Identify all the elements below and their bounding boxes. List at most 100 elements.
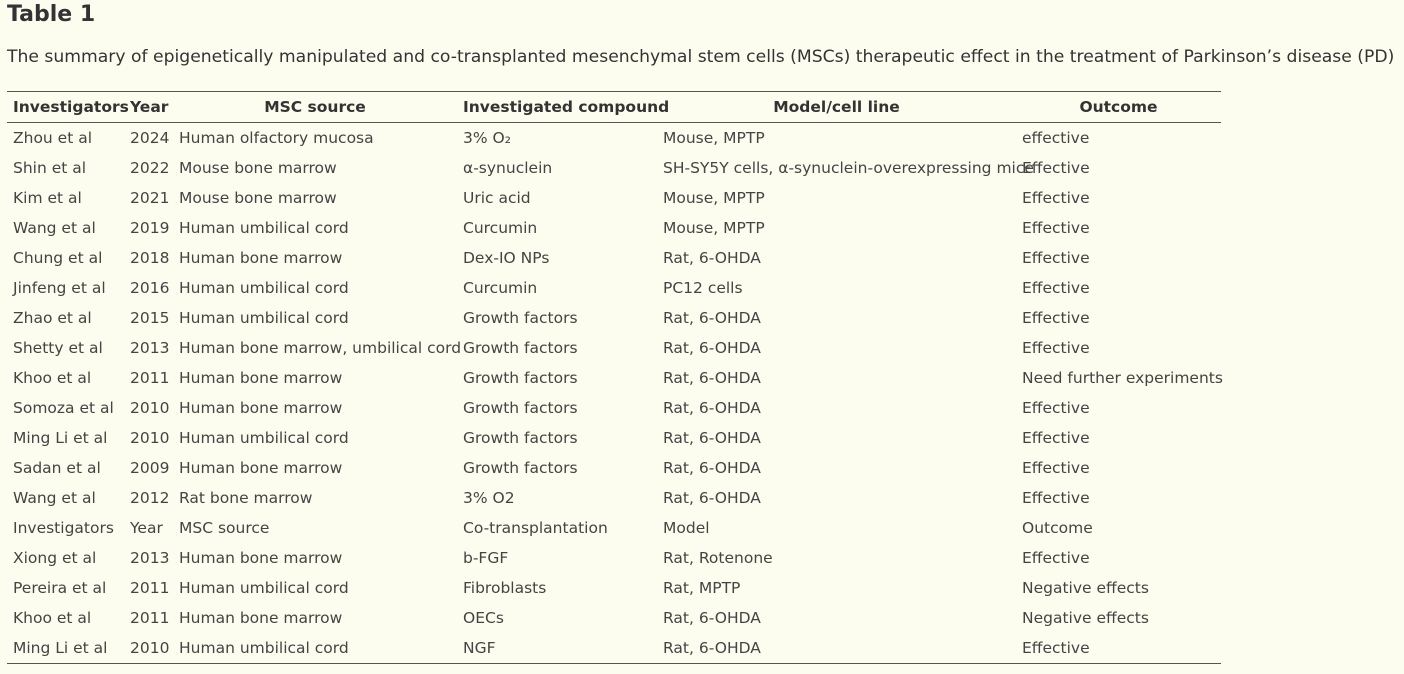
table-cell: Human umbilical cord bbox=[173, 633, 457, 664]
table-row: Xiong et al 2013 Human bone marrow b-FGF Rat… bbox=[7, 543, 1221, 573]
table-cell: Rat, MPTP bbox=[663, 579, 741, 597]
table-cell: Ming Li et al bbox=[7, 633, 124, 664]
table-row: Sadan et al 2009 Human bone marrow Growth f… bbox=[7, 453, 1221, 483]
table-cell: Wang et al bbox=[13, 489, 96, 507]
table-cell: Shin et al bbox=[13, 159, 87, 177]
table-row: Investigators Year MSC source Co-transplant… bbox=[7, 513, 1221, 543]
table-cell: Rat, 6-OHDA bbox=[663, 459, 761, 477]
table-cell: Human umbilical cord bbox=[179, 309, 349, 327]
table-cell: b-FGF bbox=[463, 549, 509, 567]
table-row: Jinfeng et al 2016 Human umbilical cord Cur… bbox=[7, 273, 1221, 303]
table-cell: Mouse, MPTP bbox=[663, 129, 765, 147]
table-cell: Curcumin bbox=[463, 219, 538, 237]
table-cell: Mouse, MPTP bbox=[663, 189, 765, 207]
table-cell: Shetty et al bbox=[13, 339, 103, 357]
table-cell: Effective bbox=[1022, 459, 1090, 477]
table-caption: The summary of epigenetically manipulate… bbox=[7, 47, 1395, 67]
table-cell: Ming Li et al bbox=[13, 429, 108, 447]
column-header: Investigated compound bbox=[457, 91, 669, 123]
table-row: Pereira et al 2011 Human umbilical cord Fib… bbox=[7, 573, 1221, 603]
table-cell: Chung et al bbox=[13, 249, 103, 267]
table-cell: 2015 bbox=[130, 309, 170, 327]
table-cell: Rat, 6-OHDA bbox=[663, 309, 761, 327]
table-cell: Year bbox=[130, 519, 163, 537]
table-cell: Investigators bbox=[13, 519, 114, 537]
table-cell: Effective bbox=[1022, 279, 1090, 297]
table-cell: Mouse bone marrow bbox=[179, 189, 337, 207]
table-cell: 2011 bbox=[130, 579, 170, 597]
table-cell: Human bone marrow, umbilical cord bbox=[179, 339, 462, 357]
table-cell: Rat, 6-OHDA bbox=[663, 399, 761, 417]
table-cell: 2021 bbox=[130, 189, 170, 207]
table-cell: Human bone marrow bbox=[179, 459, 343, 477]
table-body: Zhou et al 2024 Human olfactory mucosa 3% O… bbox=[7, 123, 1223, 664]
table-cell: Growth factors bbox=[463, 369, 578, 387]
table-cell: Human bone marrow bbox=[179, 399, 343, 417]
table-cell: 2012 bbox=[130, 489, 170, 507]
table-cell: Growth factors bbox=[463, 399, 578, 417]
table-row: Wang et al 2019 Human umbilical cord Curcum… bbox=[7, 213, 1221, 243]
table-row: Kim et al 2021 Mouse bone marrow Uric acid M… bbox=[7, 183, 1221, 213]
table-cell: Human bone marrow bbox=[179, 609, 343, 627]
table-cell: Effective bbox=[1022, 489, 1090, 507]
table-cell: 3% O₂ bbox=[463, 129, 511, 147]
table-cell: 2011 bbox=[130, 609, 170, 627]
table-cell: Fibroblasts bbox=[463, 579, 547, 597]
table-cell: Rat, 6-OHDA bbox=[663, 249, 761, 267]
table-cell: PC12 cells bbox=[663, 279, 743, 297]
table-cell: Rat, 6-OHDA bbox=[663, 339, 761, 357]
table-cell: Effective bbox=[1022, 429, 1090, 447]
table-cell: Uric acid bbox=[463, 189, 531, 207]
table-cell: 2024 bbox=[130, 129, 170, 147]
table-cell: NGF bbox=[457, 633, 657, 664]
table-cell: effective bbox=[1022, 129, 1090, 147]
table-cell: 2009 bbox=[130, 459, 170, 477]
table-cell: 2010 bbox=[130, 399, 170, 417]
table-cell: Effective bbox=[1022, 399, 1090, 417]
table-cell: OECs bbox=[463, 609, 504, 627]
table-row: Khoo et al 2011 Human bone marrow Growth fa… bbox=[7, 363, 1223, 393]
table-cell: Mouse bone marrow bbox=[179, 159, 337, 177]
table-cell: Wang et al bbox=[13, 219, 96, 237]
table-cell: Xiong et al bbox=[13, 549, 97, 567]
table-cell: Model bbox=[663, 519, 710, 537]
table-cell: Curcumin bbox=[463, 279, 538, 297]
column-header: MSC source bbox=[173, 91, 457, 123]
table-cell: Zhao et al bbox=[13, 309, 92, 327]
table-row: Shin et al 2022 Mouse bone marrow α-synucle… bbox=[7, 153, 1221, 183]
table-cell: Pereira et al bbox=[13, 579, 107, 597]
table-title: Table 1 bbox=[7, 2, 96, 27]
table-cell: Human bone marrow bbox=[179, 369, 343, 387]
table-cell: Effective bbox=[1022, 549, 1090, 567]
table-cell: Negative effects bbox=[1022, 609, 1149, 627]
column-header: Investigators bbox=[7, 91, 129, 123]
table-row: Ming Li et al 2010 Human umbilical cord NGF… bbox=[7, 633, 1221, 664]
table-row: Khoo et al 2011 Human bone marrow OECs Rat, … bbox=[7, 603, 1221, 633]
table-row: Zhao et al 2015 Human umbilical cord Growth… bbox=[7, 303, 1221, 333]
table-cell: Khoo et al bbox=[13, 369, 92, 387]
table-cell: 2019 bbox=[130, 219, 170, 237]
table-cell: Need further experiments bbox=[1022, 369, 1223, 387]
table-cell: Effective bbox=[1022, 189, 1090, 207]
table-cell: 2022 bbox=[130, 159, 170, 177]
table-cell: 2013 bbox=[130, 549, 170, 567]
table-cell: Human bone marrow bbox=[179, 249, 343, 267]
table-cell: Human bone marrow bbox=[179, 549, 343, 567]
table-cell: Growth factors bbox=[463, 309, 578, 327]
table-cell: Khoo et al bbox=[13, 609, 92, 627]
table-cell: Effective bbox=[1022, 339, 1090, 357]
table-cell: α-synuclein bbox=[463, 159, 553, 177]
table-cell: Somoza et al bbox=[13, 399, 114, 417]
table-cell: Growth factors bbox=[463, 429, 578, 447]
table-cell: MSC source bbox=[179, 519, 270, 537]
table-cell: SH-SY5Y cells, α-synuclein-overexpressin… bbox=[663, 159, 1034, 177]
column-header: Model/cell line bbox=[657, 91, 1016, 123]
table-row: Chung et al 2018 Human bone marrow Dex-IO N… bbox=[7, 243, 1221, 273]
table-cell: Human umbilical cord bbox=[179, 219, 349, 237]
table-cell: 2010 bbox=[124, 633, 173, 664]
table-cell: Human umbilical cord bbox=[179, 279, 349, 297]
table-row: Ming Li et al 2010 Human umbilical cord Gro… bbox=[7, 423, 1221, 453]
table-cell: Growth factors bbox=[463, 459, 578, 477]
table-cell: Sadan et al bbox=[13, 459, 101, 477]
